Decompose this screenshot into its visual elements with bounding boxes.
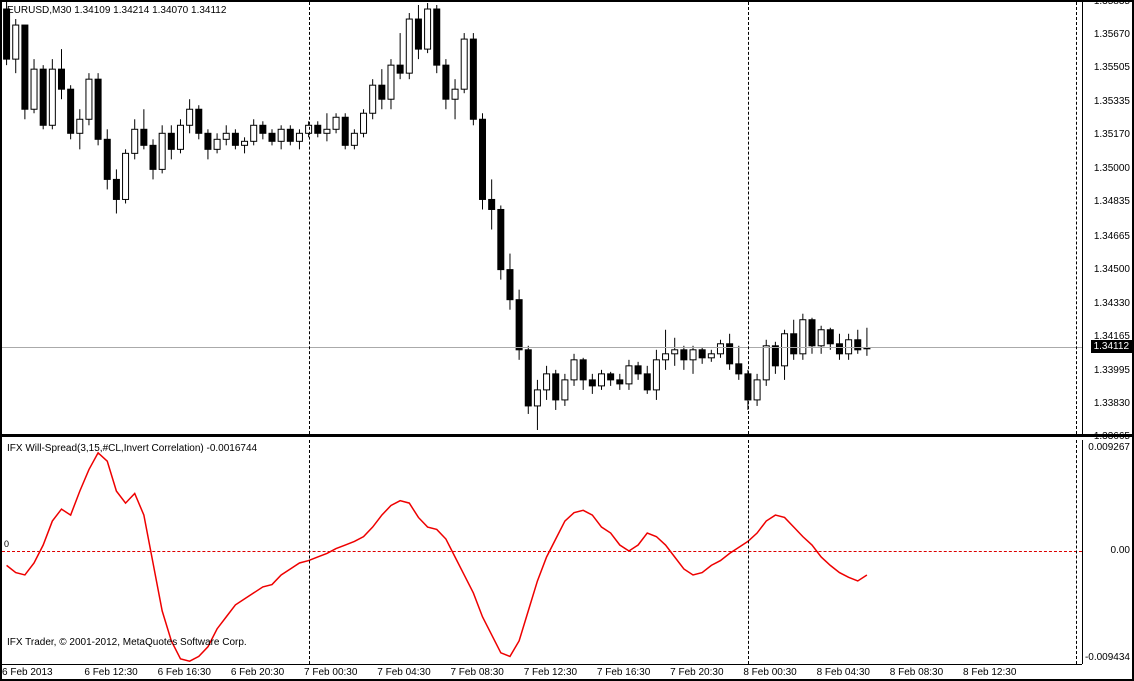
price-tick-label: 1.34500 bbox=[1094, 264, 1130, 275]
price-tick-label: 1.35835 bbox=[1094, 0, 1130, 7]
time-tick-label: 7 Feb 20:30 bbox=[670, 667, 723, 678]
time-tick-label: 7 Feb 00:30 bbox=[304, 667, 357, 678]
price-tick-label: 1.34330 bbox=[1094, 298, 1130, 309]
time-tick-label: 7 Feb 04:30 bbox=[377, 667, 430, 678]
indicator-panel[interactable]: IFX Will-Spread(3,15,#CL,Invert Correlat… bbox=[2, 440, 1132, 679]
price-chart-panel[interactable]: EURUSD,M30 1.34109 1.34214 1.34070 1.341… bbox=[2, 2, 1132, 437]
time-tick-label: 6 Feb 16:30 bbox=[158, 667, 211, 678]
indicator-y-axis: 0.009267 0.00 -0.009434 bbox=[1082, 440, 1132, 664]
chart-window[interactable]: EURUSD,M30 1.34109 1.34214 1.34070 1.341… bbox=[0, 0, 1134, 681]
indicator-tick-label: -0.009434 bbox=[1085, 652, 1130, 663]
time-tick-label: 7 Feb 12:30 bbox=[524, 667, 577, 678]
time-x-axis: 6 Feb 2013 6 Feb 12:30 6 Feb 16:30 6 Feb 20… bbox=[2, 664, 1082, 679]
time-tick-label: 8 Feb 00:30 bbox=[743, 667, 796, 678]
time-tick-label: 6 Feb 20:30 bbox=[231, 667, 284, 678]
current-price-badge: 1.34112 bbox=[1091, 340, 1132, 353]
time-tick-label: 8 Feb 08:30 bbox=[890, 667, 943, 678]
indicator-title: IFX Will-Spread(3,15,#CL,Invert Correlat… bbox=[7, 443, 257, 454]
grid-line bbox=[309, 440, 310, 664]
price-tick-label: 1.34665 bbox=[1094, 231, 1130, 242]
grid-line bbox=[309, 2, 310, 434]
price-plot-area[interactable]: EURUSD,M30 1.34109 1.34214 1.34070 1.341… bbox=[2, 2, 1082, 434]
grid-line bbox=[748, 440, 749, 664]
price-tick-label: 1.35670 bbox=[1094, 29, 1130, 40]
price-tick-label: 1.35505 bbox=[1094, 62, 1130, 73]
time-tick-label: 8 Feb 04:30 bbox=[817, 667, 870, 678]
time-tick-label: 7 Feb 08:30 bbox=[450, 667, 503, 678]
time-tick-label: 6 Feb 2013 bbox=[2, 667, 53, 678]
indicator-tick-label: 0.009267 bbox=[1088, 442, 1130, 453]
grid-line bbox=[1076, 2, 1077, 434]
candlestick-svg bbox=[2, 2, 1082, 437]
price-tick-label: 1.33830 bbox=[1094, 398, 1130, 409]
grid-line bbox=[748, 2, 749, 434]
grid-line bbox=[1076, 440, 1077, 664]
price-tick-label: 1.35335 bbox=[1094, 96, 1130, 107]
price-tick-label: 1.34835 bbox=[1094, 196, 1130, 207]
time-tick-label: 8 Feb 12:30 bbox=[963, 667, 1016, 678]
current-price-line bbox=[2, 347, 1082, 348]
chart-title: EURUSD,M30 1.34109 1.34214 1.34070 1.341… bbox=[7, 5, 226, 16]
indicator-tick-label: 0.00 bbox=[1111, 545, 1130, 556]
price-tick-label: 1.33995 bbox=[1094, 365, 1130, 376]
indicator-svg bbox=[2, 440, 1082, 664]
indicator-plot-area[interactable]: IFX Will-Spread(3,15,#CL,Invert Correlat… bbox=[2, 440, 1082, 664]
time-tick-label: 6 Feb 12:30 bbox=[84, 667, 137, 678]
price-tick-label: 1.35000 bbox=[1094, 163, 1130, 174]
price-y-axis: 1.35835 1.35670 1.35505 1.35335 1.35170 1.350… bbox=[1082, 2, 1132, 434]
copyright-text: IFX Trader, © 2001-2012, MetaQuotes Soft… bbox=[7, 637, 247, 648]
price-tick-label: 1.35170 bbox=[1094, 129, 1130, 140]
time-tick-label: 7 Feb 16:30 bbox=[597, 667, 650, 678]
